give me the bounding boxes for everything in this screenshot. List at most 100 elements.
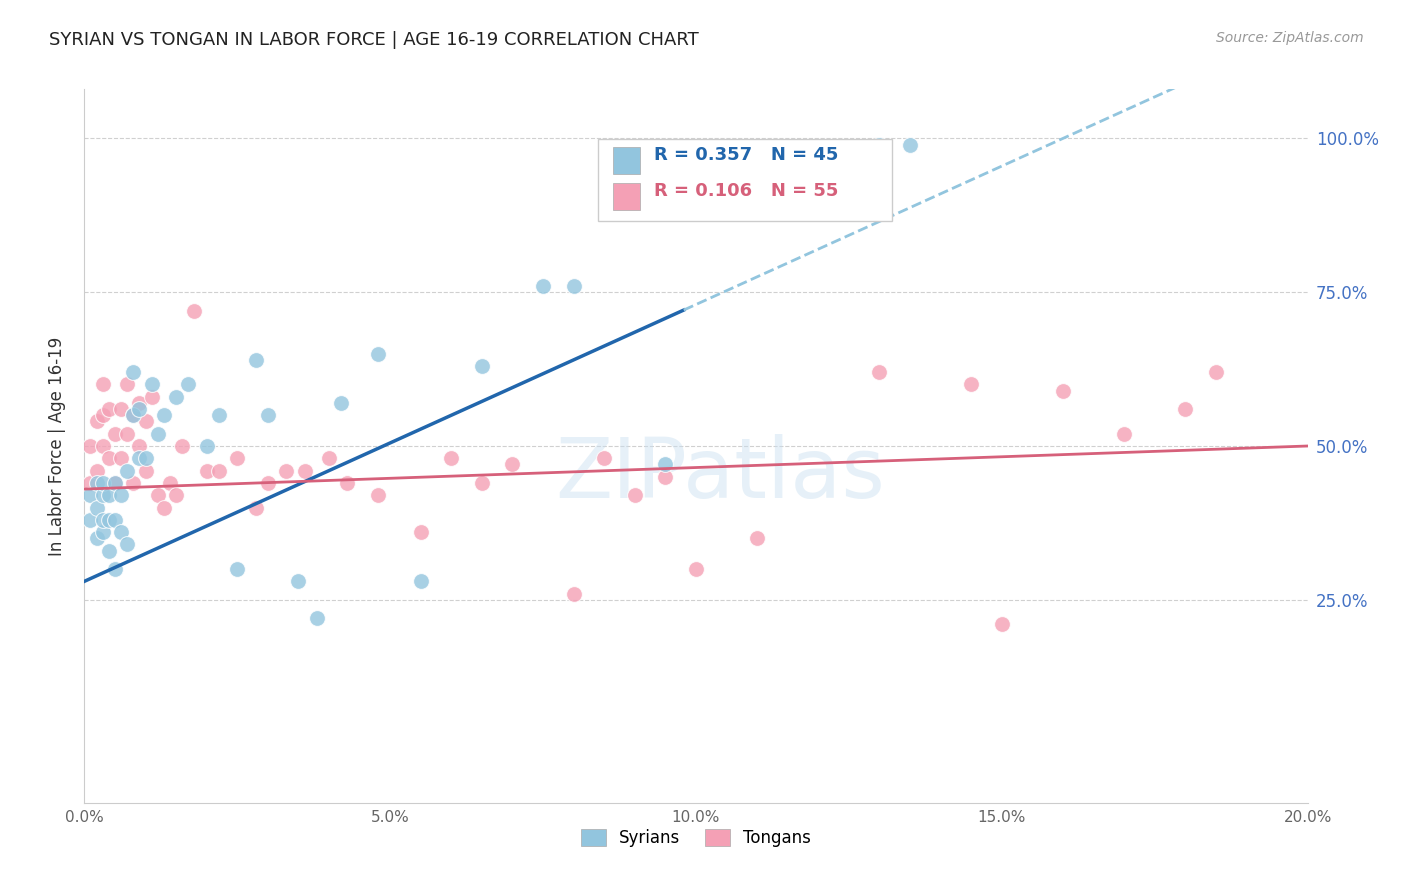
Point: [226, 562, 249, 576]
Point: [960, 377, 983, 392]
Point: [135, 451, 157, 466]
Point: [195, 464, 218, 478]
Point: [409, 525, 432, 540]
Point: [128, 439, 150, 453]
Point: [146, 488, 169, 502]
Point: [91, 525, 114, 540]
Point: [128, 451, 150, 466]
Point: [153, 409, 176, 423]
Point: [165, 390, 187, 404]
Point: [104, 475, 127, 490]
Point: [141, 377, 163, 392]
Text: R = 0.357   N = 45: R = 0.357 N = 45: [654, 146, 839, 164]
Point: [318, 451, 340, 466]
Point: [869, 365, 891, 379]
FancyBboxPatch shape: [598, 139, 891, 221]
Point: [146, 426, 169, 441]
Point: [97, 451, 120, 466]
Point: [115, 537, 138, 551]
Point: [471, 475, 494, 490]
Point: [159, 475, 181, 490]
Point: [110, 525, 132, 540]
Point: [593, 451, 616, 466]
Point: [685, 562, 707, 576]
Point: [135, 414, 157, 428]
Point: [367, 488, 389, 502]
Point: [305, 611, 328, 625]
Point: [245, 352, 267, 367]
Point: [1205, 365, 1227, 379]
Point: [86, 414, 108, 428]
Point: [91, 377, 114, 392]
Point: [183, 303, 205, 318]
FancyBboxPatch shape: [613, 147, 640, 174]
Point: [165, 488, 187, 502]
Text: ZIPatlas: ZIPatlas: [555, 434, 886, 515]
Point: [208, 464, 231, 478]
Point: [104, 475, 127, 490]
Y-axis label: In Labor Force | Age 16-19: In Labor Force | Age 16-19: [48, 336, 66, 556]
Point: [624, 488, 647, 502]
Point: [330, 396, 353, 410]
Point: [440, 451, 463, 466]
Point: [104, 562, 127, 576]
Point: [257, 475, 280, 490]
Text: Source: ZipAtlas.com: Source: ZipAtlas.com: [1216, 31, 1364, 45]
Point: [1052, 384, 1074, 398]
Text: SYRIAN VS TONGAN IN LABOR FORCE | AGE 16-19 CORRELATION CHART: SYRIAN VS TONGAN IN LABOR FORCE | AGE 16…: [49, 31, 699, 49]
Point: [86, 464, 108, 478]
Point: [86, 475, 108, 490]
Point: [91, 409, 114, 423]
Point: [153, 500, 176, 515]
Point: [531, 279, 554, 293]
Point: [654, 469, 676, 483]
Point: [208, 409, 231, 423]
Point: [294, 464, 316, 478]
Point: [1114, 426, 1136, 441]
Point: [104, 426, 127, 441]
Text: R = 0.106   N = 55: R = 0.106 N = 55: [654, 182, 839, 200]
Point: [245, 500, 267, 515]
Point: [226, 451, 249, 466]
Point: [97, 543, 120, 558]
Point: [1174, 402, 1197, 417]
Point: [115, 464, 138, 478]
Point: [502, 458, 524, 472]
Point: [991, 617, 1014, 632]
Point: [177, 377, 200, 392]
Point: [122, 409, 145, 423]
Point: [110, 402, 132, 417]
Point: [336, 475, 359, 490]
Point: [86, 500, 108, 515]
Point: [79, 439, 101, 453]
Point: [86, 531, 108, 545]
Point: [747, 531, 769, 545]
Point: [128, 396, 150, 410]
Legend: Syrians, Tongans: Syrians, Tongans: [572, 821, 820, 855]
Point: [654, 458, 676, 472]
Point: [471, 359, 494, 373]
Point: [869, 137, 891, 152]
Point: [122, 475, 145, 490]
FancyBboxPatch shape: [613, 183, 640, 210]
Point: [115, 377, 138, 392]
Point: [172, 439, 194, 453]
Point: [104, 513, 127, 527]
Point: [79, 513, 101, 527]
Point: [97, 402, 120, 417]
Point: [79, 475, 101, 490]
Point: [898, 137, 921, 152]
Point: [97, 488, 120, 502]
Point: [91, 439, 114, 453]
Point: [91, 475, 114, 490]
Point: [91, 488, 114, 502]
Point: [287, 574, 309, 589]
Point: [562, 279, 585, 293]
Point: [257, 409, 280, 423]
Point: [276, 464, 298, 478]
Point: [128, 402, 150, 417]
Point: [409, 574, 432, 589]
Point: [562, 587, 585, 601]
Point: [97, 513, 120, 527]
Point: [79, 488, 101, 502]
